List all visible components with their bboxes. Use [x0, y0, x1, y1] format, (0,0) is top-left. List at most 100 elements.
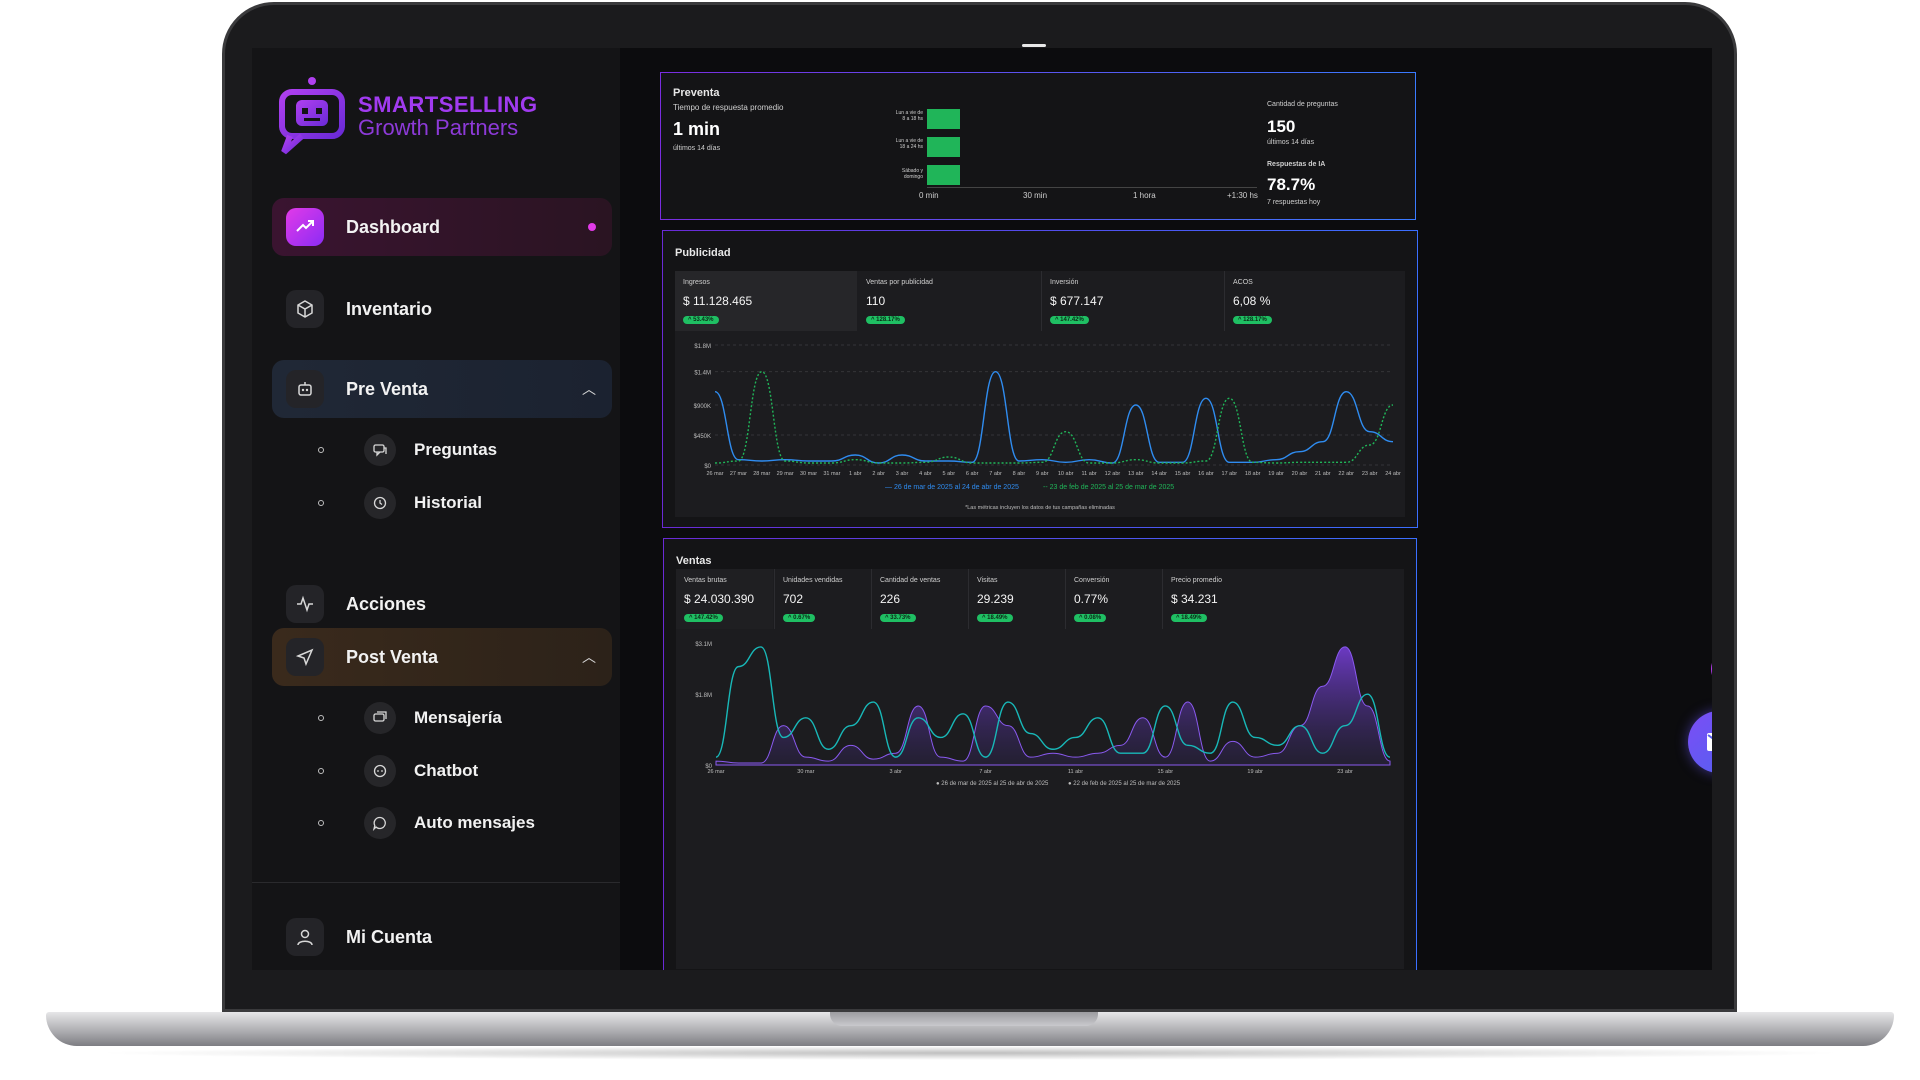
sidebar-subitem-historial[interactable]: Historial — [318, 483, 482, 523]
sidebar-subitem-chatbot[interactable]: Chatbot — [318, 751, 478, 791]
sidebar-item-inventario[interactable]: Inventario — [272, 280, 612, 338]
tiempo-label: Tiempo de respuesta promedio — [673, 103, 784, 112]
x-tick-label: 2 abr — [872, 471, 885, 477]
metric-cantidad-ventas[interactable]: Cantidad de ventas 226 ^ 33.73% — [871, 569, 967, 629]
sidebar-subitem-automensajes[interactable]: Auto mensajes — [318, 803, 535, 843]
sidebar-item-label: Mi Cuenta — [346, 926, 433, 947]
metric-conversion[interactable]: Conversión 0.77% ^ 0.08% — [1065, 569, 1161, 629]
series-line — [715, 646, 1391, 758]
metric-ventas-publicidad[interactable]: Ventas por publicidad 110 ^ 128.17% — [858, 271, 1040, 331]
sidebar-subitem-mensajeria[interactable]: Mensajería — [318, 698, 502, 738]
metric-unidades[interactable]: Unidades vendidas 702 ^ 0.67% — [774, 569, 870, 629]
x-tick-label: 22 abr — [1338, 471, 1354, 477]
laptop-shadow — [90, 1046, 1850, 1060]
y-tick-label: $900K — [694, 404, 711, 410]
brand-tagline: Growth Partners — [358, 115, 519, 140]
bullet-icon — [318, 715, 324, 721]
brand-logo[interactable]: SMARTSELLING Growth Partners — [274, 76, 538, 156]
x-tick-label: 19 abr — [1268, 471, 1284, 477]
sidebar-subitem-label: Preguntas — [414, 440, 498, 459]
activity-icon — [286, 585, 324, 623]
metric-value: 226 — [880, 592, 901, 606]
robot-icon — [286, 370, 324, 408]
metric-badge: ^ 0.08% — [1074, 614, 1107, 622]
sidebar-item-acciones[interactable]: Acciones — [272, 575, 612, 633]
sidebar-item-dashboard[interactable]: Dashboard — [272, 198, 612, 256]
x-tick-label: 4 abr — [919, 471, 932, 477]
legend-series-2: ● 22 de feb de 2025 al 25 de mar de 2025 — [1068, 781, 1181, 787]
metric-visitas[interactable]: Visitas 29.239 ^ 18.49% — [968, 569, 1064, 629]
chevron-up-icon[interactable]: ︿ — [582, 649, 596, 665]
metric-value: 6,08 % — [1233, 294, 1271, 308]
y-tick-label: $450K — [694, 434, 711, 440]
x-tick-label: 21 abr — [1315, 471, 1331, 477]
x-tick-label: 28 mar — [753, 471, 770, 477]
sidebar-item-label: Pre Venta — [346, 378, 429, 399]
publicidad-line-chart: $1.8M $1.4M $900K $450K $026 mar 27 mar 28 mar… — [694, 344, 1401, 511]
metric-inversion[interactable]: Inversión $ 677.147 ^ 147.42% — [1041, 271, 1223, 331]
x-tick-label: 16 abr — [1198, 471, 1214, 477]
metric-value: $ 24.030.390 — [684, 592, 755, 606]
brand-name: SMARTSELLING — [358, 91, 538, 117]
series-line — [714, 370, 1394, 464]
sidebar-subitem-label: Chatbot — [414, 761, 479, 780]
metric-label: Ingresos — [683, 279, 710, 286]
sidebar-item-postventa[interactable]: Post Venta ︿ — [272, 628, 612, 686]
contact-mail-button[interactable] — [1688, 711, 1712, 773]
metric-ingresos[interactable]: Ingresos $ 11.128.465 ^ 53.43% — [675, 271, 857, 331]
help-button[interactable] — [1711, 650, 1712, 688]
robot-logo-icon — [279, 77, 345, 155]
bar-row-label: Lun a vie de 8 a 18 hs — [895, 110, 923, 122]
x-tick-label: 8 abr — [1013, 471, 1026, 477]
x-tick-label: 3 abr — [889, 769, 902, 775]
sidebar-item-preventa[interactable]: Pre Venta ︿ — [272, 360, 612, 418]
sidebar-item-mi-cuenta[interactable]: Mi Cuenta — [272, 908, 612, 966]
speech-bubble-icon — [364, 807, 396, 839]
y-tick-label: $1.4M — [694, 371, 711, 377]
preventa-panel: Preventa Tiempo de respuesta promedio 1 … — [660, 72, 1416, 220]
x-tick-label: 10 abr — [1058, 471, 1074, 477]
metric-precio-promedio[interactable]: Precio promedio $ 34.231 ^ 18.49% — [1162, 569, 1258, 629]
publicidad-card: Ingresos $ 11.128.465 ^ 53.43% Ventas po… — [675, 271, 1405, 517]
sidebar: SMARTSELLING Growth Partners Dashboard I… — [252, 48, 620, 970]
ventas-area-chart: $3.1M $1.8M $026 mar 30 mar 3 abr 7 abr 11 abr… — [695, 642, 1391, 787]
metric-value: $ 34.231 — [1171, 592, 1218, 606]
active-indicator — [588, 223, 596, 231]
axis-tick: 0 min — [919, 191, 939, 200]
sidebar-subitem-preguntas[interactable]: Preguntas — [318, 430, 497, 470]
x-tick-label: 15 abr — [1158, 769, 1174, 775]
axis-tick: 1 hora — [1133, 191, 1156, 200]
sidebar-subitem-label: Auto mensajes — [414, 813, 535, 832]
bar-row-label: Lun a vie de 18 a 24 hs — [895, 138, 923, 150]
metric-ventas-brutas[interactable]: Ventas brutas $ 24.030.390 ^ 147.42% — [676, 569, 773, 629]
metric-badge: ^ 0.67% — [783, 614, 816, 622]
metric-badge: ^ 128.17% — [1233, 316, 1272, 324]
ia-value: 78.7% — [1267, 175, 1316, 194]
sidebar-item-label: Dashboard — [346, 216, 441, 237]
sidebar-item-label: Post Venta — [346, 646, 439, 667]
main-content: Preventa Tiempo de respuesta promedio 1 … — [620, 48, 1712, 970]
chevron-up-icon[interactable]: ︿ — [582, 381, 596, 397]
metric-value: 0.77% — [1074, 592, 1109, 606]
metric-value: $ 11.128.465 — [683, 294, 753, 308]
chat-questions-icon — [364, 434, 396, 466]
chatbot-icon — [364, 755, 396, 787]
ia-sub: 7 respuestas hoy — [1267, 199, 1321, 206]
x-tick-label: 24 abr — [1385, 471, 1401, 477]
x-tick-label: 7 abr — [979, 769, 992, 775]
metric-label: Visitas — [977, 577, 998, 584]
response-time-bar — [927, 109, 960, 129]
x-tick-label: 5 abr — [943, 471, 956, 477]
x-tick-label: 7 abr — [989, 471, 1002, 477]
x-tick-label: 18 abr — [1245, 471, 1261, 477]
user-icon — [286, 918, 324, 956]
bullet-icon — [318, 500, 324, 506]
send-icon — [286, 638, 324, 676]
camera — [1022, 44, 1046, 47]
series-area — [715, 646, 1391, 766]
history-icon — [364, 487, 396, 519]
panel-title: Ventas — [676, 555, 712, 567]
metric-acos[interactable]: ACOS 6,08 % ^ 128.17% — [1224, 271, 1405, 331]
legend-series-1: ● 26 de mar de 2025 al 25 de abr de 2025 — [936, 781, 1049, 787]
sidebar-item-label: Acciones — [346, 593, 427, 614]
